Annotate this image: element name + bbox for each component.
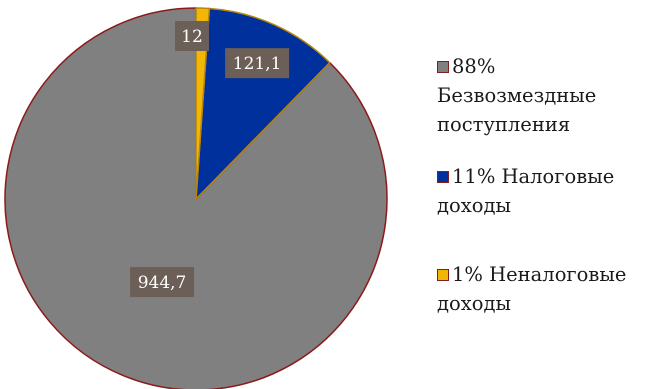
legend-swatch-0 xyxy=(437,61,449,73)
data-label-bezvozmezdnye: 944,7 xyxy=(130,267,195,298)
legend-swatch-1 xyxy=(437,171,449,183)
legend-item-0: 88% Безвозмездные поступления xyxy=(437,52,652,139)
data-label-nenalogovye: 12 xyxy=(175,21,209,51)
data-label-bezvozmezdnye-text: 944,7 xyxy=(138,273,187,293)
legend-item-1: 11% Налоговые доходы xyxy=(437,162,652,220)
pie-slices xyxy=(4,7,388,389)
legend-item-2: 1% Неналоговые доходы xyxy=(437,260,652,318)
slice-nenalogovye xyxy=(195,7,211,200)
data-label-nenalogovye-text: 12 xyxy=(181,27,203,47)
data-label-nalogovye: 121,1 xyxy=(225,48,290,79)
legend-label-1: 11% Налоговые доходы xyxy=(437,165,615,217)
data-label-nalogovye-box xyxy=(225,48,290,79)
data-labels: 944,7 121,1 12 xyxy=(130,21,290,298)
data-label-nenalogovye-box xyxy=(175,21,209,51)
legend-swatch-2 xyxy=(437,269,449,281)
legend-label-2: 1% Неналоговые доходы xyxy=(437,263,627,315)
legend-label-0: 88% Безвозмездные поступления xyxy=(437,55,597,136)
data-label-bezvozmezdnye-box xyxy=(130,267,195,298)
data-label-nalogovye-text: 121,1 xyxy=(233,54,282,74)
